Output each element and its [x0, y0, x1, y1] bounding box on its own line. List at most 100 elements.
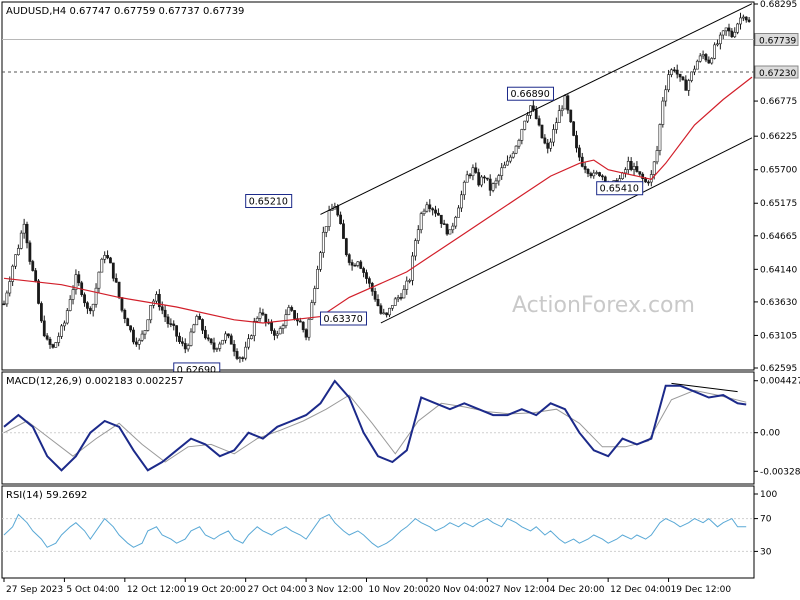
candle-body [471, 167, 475, 177]
rsi-y-tick-label: 70 [760, 515, 772, 525]
price-label: 0.63370 [323, 314, 362, 325]
price-header: AUDUSD,H4 0.67747 0.67759 0.67737 0.6773… [6, 6, 244, 17]
candle-body [390, 305, 394, 309]
candle-body [22, 223, 26, 234]
current-price-box [754, 33, 799, 47]
dotted-level-box [754, 65, 799, 79]
candle-body [402, 289, 406, 299]
candle-body [635, 166, 639, 172]
candle-body [172, 323, 176, 326]
candle-body [511, 152, 515, 158]
candle-body [382, 312, 386, 315]
candle-body [212, 342, 216, 350]
candle-body [261, 312, 265, 315]
candle-body [698, 55, 702, 62]
candle-body [526, 115, 530, 122]
candle-body [549, 141, 553, 149]
candle-body [350, 262, 354, 266]
candle-body [448, 229, 452, 235]
candle-body [537, 118, 541, 126]
candle-body [442, 223, 446, 225]
candle-body [86, 302, 89, 309]
moving-average [3, 76, 753, 324]
macd-panel: MACD(12,26,9) 0.002183 0.002257 0.004427… [1, 371, 800, 485]
candle-body [500, 167, 504, 176]
rsi-y-tick-label: 100 [760, 490, 777, 500]
candle-body [301, 321, 305, 330]
macd-signal-line [3, 389, 747, 463]
rsi-line [3, 513, 747, 548]
y-tick-label: 0.65700 [760, 166, 797, 176]
candle-body [298, 320, 302, 323]
candle-body [183, 343, 187, 350]
candle-body [359, 261, 363, 269]
candle-body [557, 110, 561, 123]
candle-body [575, 135, 578, 149]
candle-body [523, 120, 527, 130]
candle-body [675, 69, 679, 75]
candle-body [166, 316, 170, 324]
candle-body [310, 302, 314, 320]
candle-body [586, 169, 590, 174]
candle-body [736, 23, 740, 33]
candle-body [336, 205, 340, 216]
candle-body [255, 318, 259, 322]
channel-line [380, 137, 753, 324]
candle-body [439, 214, 443, 224]
candle-body [327, 210, 331, 227]
price-label: 0.62690 [177, 365, 216, 376]
candle-body [531, 105, 535, 110]
candle-body [34, 270, 38, 282]
x-tick-label: 5 Oct 04:00 [66, 585, 119, 595]
candle-body [741, 16, 745, 19]
candle-body [100, 258, 104, 273]
candle-body [192, 324, 196, 333]
price-label-box [506, 86, 554, 101]
candle-body [54, 342, 58, 348]
candle-body [195, 316, 199, 326]
candle-body [227, 333, 230, 337]
candle-body [540, 124, 544, 139]
candle-body [74, 274, 78, 290]
candle-body [91, 303, 95, 312]
y-tick-label: 0.64665 [760, 232, 797, 242]
candle-body [215, 348, 219, 350]
moving-average-line [3, 76, 753, 324]
y-tick-label: 0.66225 [760, 132, 797, 142]
candle-body [534, 109, 538, 119]
candle-body [595, 172, 599, 174]
candle-body [258, 312, 262, 319]
candle-body [428, 204, 432, 209]
candle-body [543, 137, 547, 144]
candle-body [218, 343, 222, 349]
candle-body [114, 277, 118, 283]
candle-body [120, 297, 124, 311]
candle-body [592, 172, 596, 177]
candle-body [437, 212, 440, 216]
y-tick-label: 0.68295 [760, 0, 797, 10]
candle-body [169, 323, 173, 325]
candle-body [491, 183, 495, 191]
candle-body [704, 54, 708, 61]
channel-line [320, 3, 753, 215]
candle-body [65, 310, 69, 324]
candle-body [238, 357, 242, 359]
candle-body [155, 294, 158, 302]
macd-line [3, 379, 747, 472]
candle-body [566, 95, 570, 111]
candle-body [163, 309, 167, 318]
candle-body [137, 340, 141, 345]
candle-body [508, 156, 512, 162]
candle-body [189, 331, 193, 346]
candle-body [560, 108, 564, 111]
candle-body [644, 178, 647, 183]
candle-body [503, 164, 506, 169]
x-tick-label: 27 Nov 12:00 [489, 585, 550, 595]
candle-body [529, 105, 532, 116]
candle-body [264, 314, 268, 323]
candle-body [270, 322, 273, 331]
candle-body [632, 166, 636, 170]
candle-body [379, 305, 383, 314]
candle-body [175, 325, 179, 337]
